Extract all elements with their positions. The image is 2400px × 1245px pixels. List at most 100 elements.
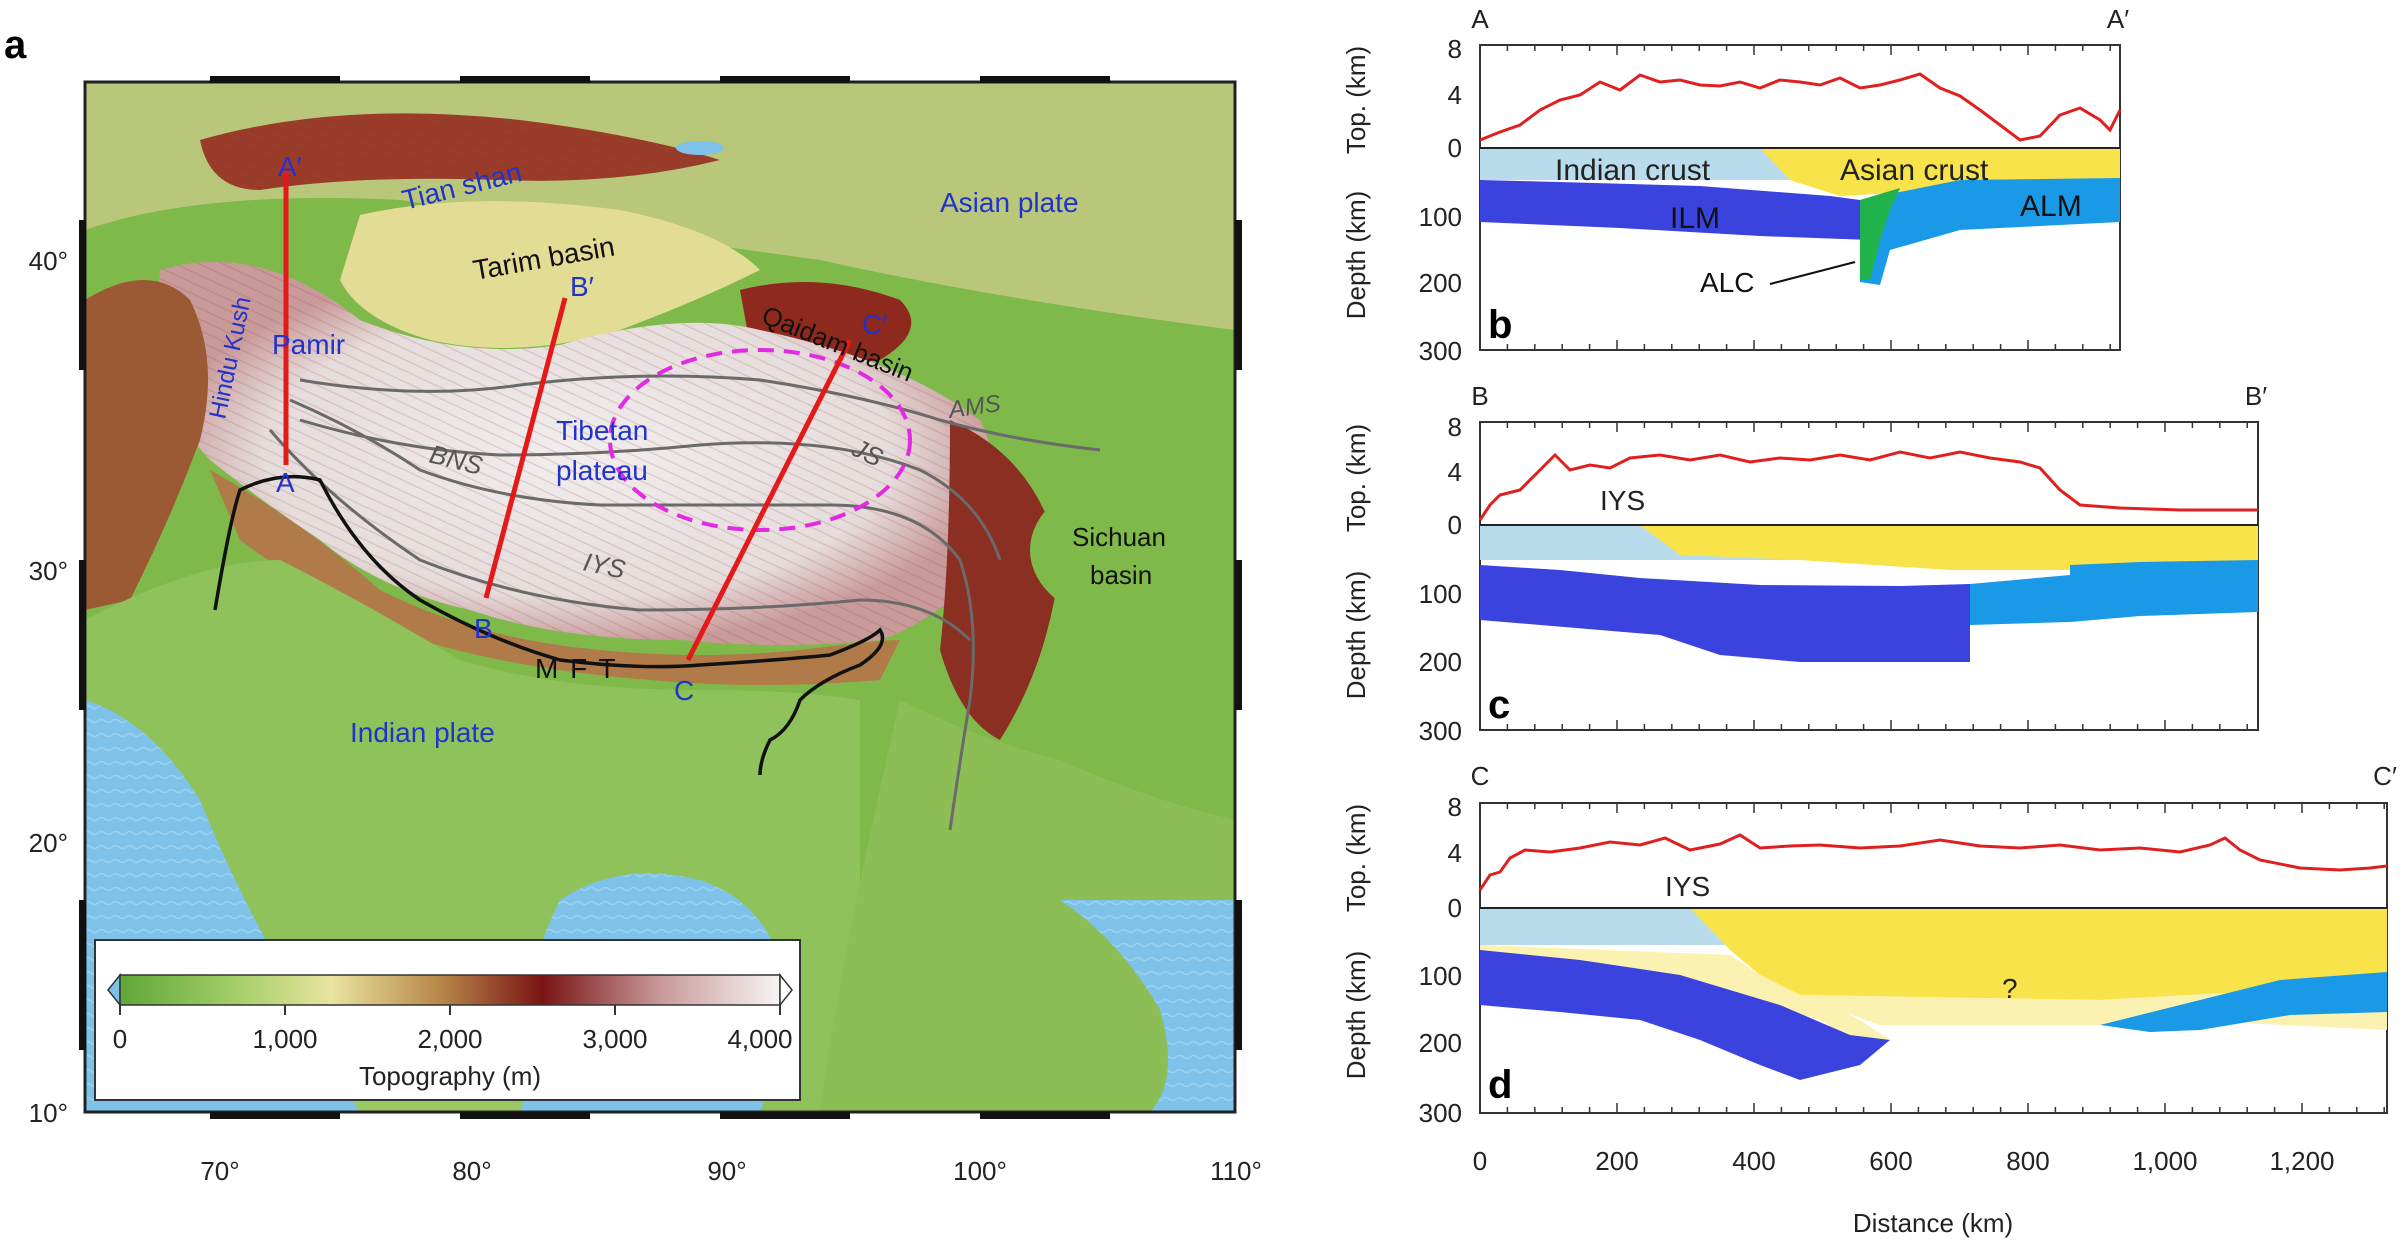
lake	[676, 141, 724, 155]
section-c-end-label: B′	[2245, 381, 2267, 411]
alm-layer	[2100, 972, 2387, 1032]
top-axis-label: Top. (km)	[1341, 804, 1371, 912]
depth-tick: 200	[1419, 1028, 1462, 1058]
asian-crust-layer	[1690, 908, 2387, 1000]
himalaya-rim	[210, 470, 900, 685]
label-alm: ALM	[2020, 190, 2082, 223]
southeast-asia	[820, 700, 1235, 1112]
endpoint-c-prime: C′	[862, 309, 887, 340]
colorbar-tick: 1,000	[252, 1024, 317, 1054]
iys-suture	[268, 429, 972, 642]
depth-tick: 100	[1419, 579, 1462, 609]
top-tick: 0	[1448, 133, 1462, 163]
top-tick: 4	[1448, 80, 1462, 110]
panel-letter-a: a	[4, 23, 27, 67]
endpoint-b: B	[474, 613, 493, 644]
distance-axis-label: Distance (km)	[1853, 1208, 2013, 1238]
label-indian-plate: Indian plate	[350, 717, 495, 748]
lon-tick: 70°	[200, 1156, 239, 1186]
depth-tick: 300	[1419, 336, 1462, 366]
mft-front-line	[213, 474, 885, 776]
section-d-topography	[1478, 833, 2388, 891]
depth-tick: 100	[1419, 202, 1462, 232]
distance-tick: 800	[2006, 1146, 2049, 1176]
bns-suture	[289, 398, 962, 561]
top-tick: 0	[1448, 893, 1462, 923]
western-syntaxis-relief	[85, 280, 208, 610]
depth-tick: 300	[1419, 1098, 1462, 1128]
section-c-start-label: B	[1471, 381, 1488, 411]
section-tick-marks	[1479, 45, 2385, 1113]
top-tick: 4	[1448, 838, 1462, 868]
distance-tick: 1,200	[2269, 1146, 2334, 1176]
lat-tick: 40°	[29, 246, 68, 276]
depth-tick: 200	[1419, 647, 1462, 677]
colorbar-high-arrow	[779, 972, 793, 1008]
label-asian-plate: Asian plate	[940, 187, 1079, 218]
label-pamir: Pamir	[272, 329, 345, 360]
study-region-ellipse	[608, 348, 912, 532]
ilm-layer	[1480, 180, 1880, 240]
depth-tick: 100	[1419, 961, 1462, 991]
lon-tick: 90°	[707, 1156, 746, 1186]
label-indian-crust: Indian crust	[1555, 154, 1711, 187]
alm-layer	[1860, 178, 2120, 285]
ilm-layer	[1480, 950, 1890, 1080]
colorbar-tick: 3,000	[582, 1024, 647, 1054]
section-b-topography	[1479, 72, 2122, 142]
lat-tick: 30°	[29, 556, 68, 586]
top-tick: 8	[1448, 34, 1462, 64]
colorbar-tick: 4,000	[727, 1024, 792, 1054]
profile-line-b	[483, 297, 568, 599]
distance-tick: 400	[1732, 1146, 1775, 1176]
label-ilm: ILM	[1670, 202, 1720, 235]
ams-suture	[299, 374, 1101, 452]
label-plateau: plateau	[556, 455, 648, 486]
top-tick: 4	[1448, 457, 1462, 487]
label-basin: basin	[1090, 560, 1152, 590]
endpoint-c: C	[674, 675, 694, 706]
colorbar-box	[94, 939, 801, 1101]
lon-tick: 100°	[953, 1156, 1007, 1186]
depth-tick: 200	[1419, 268, 1462, 298]
section-c-topography	[1478, 450, 2258, 521]
colorbar-label: Topography (m)	[359, 1061, 541, 1091]
section-b-end-label: A′	[2107, 4, 2129, 34]
label-iys: IYS	[1665, 871, 1710, 902]
section-d: C C′ IYS ? d	[1471, 761, 2397, 1114]
depth-tick: 300	[1419, 716, 1462, 746]
frame-ticks	[79, 76, 1242, 1119]
alc-layer	[1860, 188, 1900, 280]
section-c: B B′ IYS c	[1471, 381, 2267, 731]
suture-lines	[268, 374, 1101, 831]
distance-tick: 0	[1473, 1146, 1487, 1176]
depth-axis-label: Depth (km)	[1341, 191, 1371, 320]
colorbar-tick: 0	[113, 1024, 127, 1054]
profile-line-c	[685, 338, 853, 662]
asian-crust-layer	[1640, 525, 2258, 570]
depth-axis-label: Depth (km)	[1341, 571, 1371, 700]
sichuan-basin-area	[1030, 480, 1210, 620]
south-china-sea	[1060, 900, 1235, 1112]
colorbar-gradient	[119, 974, 781, 1006]
label-sichuan: Sichuan	[1072, 522, 1166, 552]
tarim-basin-area	[340, 201, 760, 348]
js-suture	[299, 418, 1002, 561]
label-mft: M F T	[535, 653, 618, 684]
label-unknown: ?	[2002, 973, 2018, 1004]
lon-tick: 110°	[1210, 1156, 1262, 1186]
label-tibetan: Tibetan	[556, 415, 648, 446]
alm-layer	[1970, 560, 2258, 625]
section-b-start-label: A	[1471, 4, 1489, 34]
section-b: A A′ Indian crust Asian crust ILM ALM AL…	[1471, 4, 2129, 351]
label-iys: IYS	[1600, 485, 1645, 516]
top-tick: 0	[1448, 510, 1462, 540]
lat-tick: 20°	[29, 828, 68, 858]
label-alc: ALC	[1700, 267, 1754, 298]
section-d-start-label: C	[1471, 761, 1490, 791]
endpoint-a-prime: A′	[278, 151, 302, 182]
top-tick: 8	[1448, 412, 1462, 442]
endpoint-b-prime: B′	[570, 271, 594, 302]
label-asian-crust: Asian crust	[1840, 154, 1989, 187]
panel-letter-c: c	[1488, 683, 1510, 727]
